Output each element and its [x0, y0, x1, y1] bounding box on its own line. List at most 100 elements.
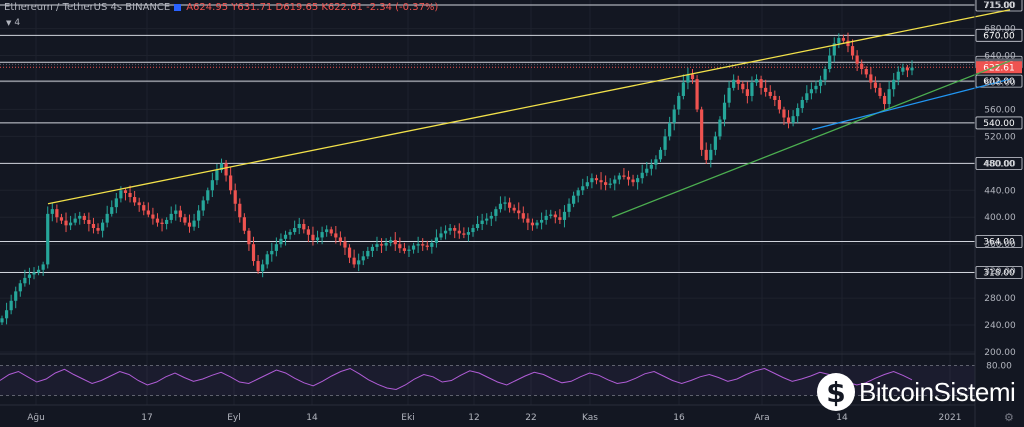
candle	[686, 67, 690, 90]
trendline	[47, 9, 1011, 205]
candle-body	[864, 69, 868, 75]
y-tick-label: 480.00	[984, 159, 1016, 169]
level-label: 364.00	[983, 237, 1015, 247]
candle-body	[613, 179, 617, 184]
candle-body	[713, 136, 717, 150]
gear-icon[interactable]: ⚙	[1004, 411, 1014, 424]
candle-body	[256, 261, 260, 272]
candle	[594, 174, 599, 185]
time-axis[interactable]: Ağu 17 Eyl 14 Eki 12 22 Kas 16 Ara 14 2021	[0, 404, 975, 423]
candle-body	[768, 91, 772, 96]
candle-body	[882, 95, 887, 105]
candle	[416, 236, 420, 253]
candle-body	[361, 256, 365, 261]
candle	[78, 211, 82, 225]
candle	[283, 230, 288, 246]
candle	[453, 225, 457, 239]
candle-body	[910, 67, 914, 71]
candle-body	[293, 228, 297, 233]
candle	[658, 147, 663, 162]
candle	[864, 66, 868, 78]
candle-body	[55, 209, 59, 218]
candle	[347, 244, 352, 264]
candle	[288, 229, 292, 240]
candle	[274, 237, 278, 257]
candle	[736, 75, 740, 90]
candle	[192, 213, 196, 231]
candle	[732, 74, 736, 91]
candle	[809, 82, 813, 100]
candle	[498, 196, 503, 213]
candle	[727, 81, 731, 108]
candle-body	[649, 164, 653, 169]
candle	[457, 223, 461, 239]
candle-body	[905, 67, 910, 71]
rsi-line	[0, 367, 913, 391]
candle	[174, 204, 178, 221]
candle-body	[87, 219, 91, 224]
candle	[690, 69, 695, 84]
rsi-band	[0, 365, 975, 396]
candle-body	[658, 149, 663, 160]
price-axis[interactable]: 200.00 240.00 280.00 320.00 360.00 400.00 440.…	[974, 0, 1016, 427]
candle	[581, 178, 585, 196]
candle	[210, 172, 214, 198]
candle-body	[722, 102, 727, 120]
candle	[741, 81, 745, 94]
candle	[704, 142, 708, 165]
candle-body	[247, 230, 251, 245]
candle-body	[41, 264, 45, 270]
candle	[233, 183, 237, 212]
candle-body	[608, 183, 612, 185]
level-label: 670.00	[983, 31, 1015, 41]
candle-body	[110, 207, 114, 214]
candle-body	[750, 82, 754, 96]
symbol-name[interactable]: Ethereum / TetherUS	[4, 2, 108, 13]
candle-body	[887, 89, 891, 105]
level-label-box	[975, 266, 1023, 279]
candle	[23, 269, 27, 287]
candle	[553, 211, 557, 224]
candle-body	[210, 180, 214, 191]
candle-body	[494, 209, 498, 216]
candle	[96, 223, 100, 235]
indicator-toggle[interactable]: ▼ 4	[6, 18, 20, 28]
candle-body	[672, 109, 676, 123]
candle	[137, 197, 141, 212]
candle-body	[82, 215, 86, 220]
candle	[805, 85, 809, 103]
candle	[796, 103, 800, 123]
level-label: 540.00	[983, 119, 1015, 129]
candle-body	[251, 244, 256, 262]
candles	[0, 32, 914, 326]
candle-body	[457, 230, 461, 234]
candle-body	[73, 218, 77, 223]
chart-header: Ethereum / TetherUS 4s BINANCE A624.95 Y6…	[4, 2, 438, 13]
candle-body	[416, 244, 420, 246]
candle	[238, 198, 242, 223]
candle-body	[896, 71, 900, 80]
candle	[489, 211, 493, 227]
candle-body	[329, 229, 333, 234]
candle	[0, 315, 4, 326]
candle	[873, 76, 878, 93]
candle-body	[64, 220, 68, 226]
candle-body	[453, 228, 457, 231]
interval-label[interactable]: 4s	[110, 2, 123, 13]
candle	[850, 39, 855, 60]
candle	[242, 213, 246, 235]
candle-body	[837, 38, 841, 44]
candle-body	[434, 237, 439, 243]
candle-body	[334, 233, 338, 238]
candle	[654, 155, 658, 170]
rsi-label: 80.00	[986, 362, 1012, 372]
candle-body	[311, 234, 315, 241]
candle	[800, 96, 804, 113]
candle	[370, 244, 375, 257]
level-label: 480.00	[983, 159, 1015, 169]
candle-body	[594, 178, 599, 181]
candle	[398, 237, 402, 253]
candle-body	[379, 244, 384, 246]
candle	[133, 190, 137, 206]
